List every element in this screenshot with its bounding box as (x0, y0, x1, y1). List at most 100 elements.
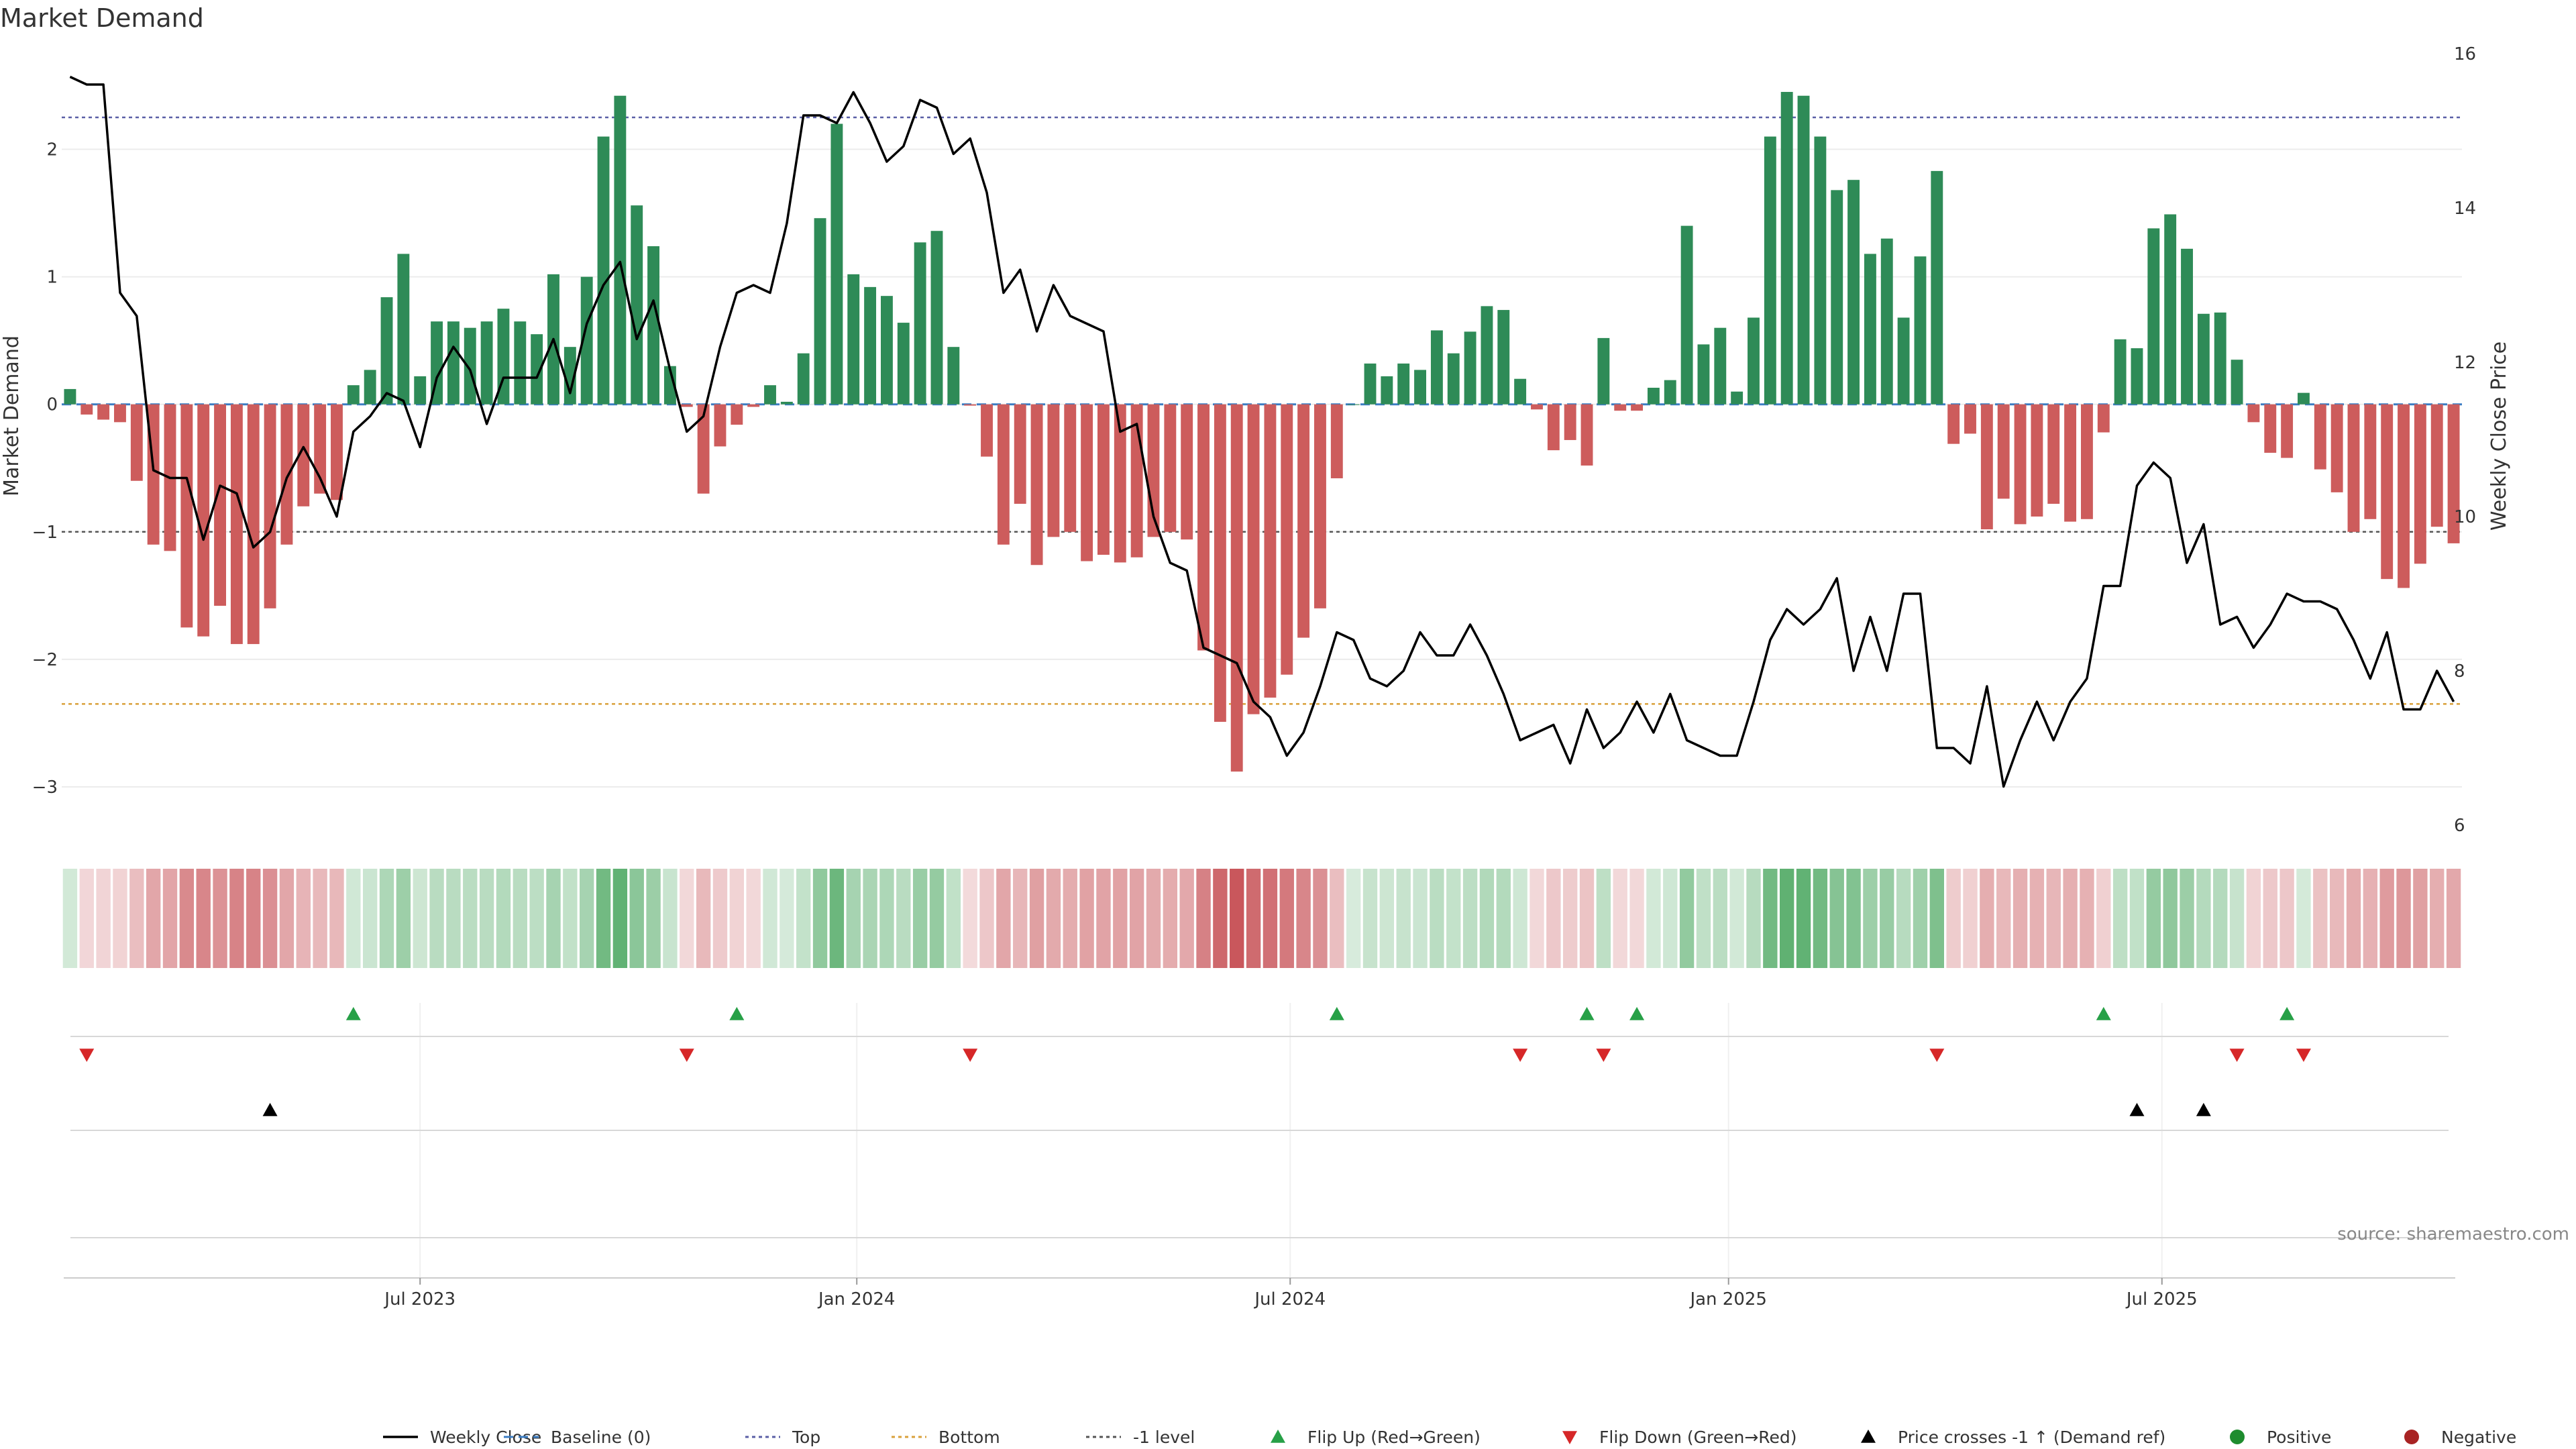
demand-bar (397, 254, 410, 405)
demand-bar (2014, 404, 2027, 525)
heat-cell (113, 869, 127, 968)
legend-swatch (1562, 1431, 1577, 1444)
demand-bar (1580, 404, 1593, 466)
price-cross-marker (2129, 1103, 2145, 1116)
demand-bar (2281, 404, 2294, 458)
legend-label: Top (792, 1428, 820, 1447)
demand-bar (531, 334, 543, 405)
heat-cell (1129, 869, 1144, 968)
demand-bar (114, 404, 126, 423)
demand-bar (347, 385, 360, 405)
heat-cell (663, 869, 678, 968)
heat-cell (729, 869, 744, 968)
demand-bar (1814, 136, 1827, 405)
demand-bar (464, 327, 476, 405)
demand-bar (2214, 312, 2226, 405)
demand-bar (1481, 306, 1493, 405)
heat-cell (2112, 869, 2128, 968)
heat-cell (946, 869, 961, 968)
grid-lines (62, 148, 2462, 1278)
heat-cell (979, 869, 994, 968)
y-tick-label: −2 (32, 650, 58, 670)
heat-cell (2096, 869, 2111, 968)
heat-cell (1863, 869, 1878, 968)
y2-tick-label: 10 (2454, 507, 2476, 527)
demand-bar (2347, 404, 2360, 532)
heat-cell (812, 869, 828, 968)
demand-bar (1097, 404, 1110, 555)
demand-bar (914, 242, 926, 405)
demand-bar (414, 376, 427, 405)
heat-cell (1980, 869, 1994, 968)
demand-bar (1731, 391, 1743, 405)
demand-bar (480, 321, 493, 405)
y2-axis-ticks: 16 14 12 10 8 6 (2454, 44, 2476, 836)
heat-cell (2446, 869, 2461, 968)
heat-cell (2029, 869, 2045, 968)
demand-bar (1430, 330, 1443, 405)
y2-axis-title: Weekly Close Price (2487, 341, 2511, 531)
demand-bar (1764, 136, 1776, 405)
heat-cell (712, 869, 728, 968)
heat-cell (796, 869, 811, 968)
flip-up-marker (729, 1007, 745, 1020)
heat-cell (1462, 869, 1478, 968)
heat-cell (1562, 869, 1578, 968)
flip-down-marker (679, 1049, 694, 1062)
heat-cell (1446, 869, 1461, 968)
heat-cell (1729, 869, 1744, 968)
demand-bar (830, 123, 843, 405)
demand-bar (2330, 404, 2343, 492)
heat-cell (1529, 869, 1544, 968)
demand-bar (1831, 190, 1843, 405)
heat-cell (1629, 869, 1644, 968)
heat-cell (79, 869, 94, 968)
heat-cell (1963, 869, 1978, 968)
heat-cell (1880, 869, 1894, 968)
legend-label: Baseline (0) (551, 1428, 651, 1447)
heat-cell (463, 869, 478, 968)
y2-tick-label: 12 (2454, 353, 2476, 373)
demand-bar (180, 404, 193, 628)
legend-label: -1 level (1133, 1428, 1195, 1447)
legend-label: Flip Up (Red→Green) (1307, 1428, 1481, 1447)
demand-bar (1064, 404, 1077, 532)
heat-cell (1029, 869, 1044, 968)
flip-down-marker (2296, 1049, 2311, 1062)
heat-cell (2196, 869, 2211, 968)
demand-bar (1631, 404, 1644, 411)
heat-cell (1613, 869, 1627, 968)
heat-cell (896, 869, 911, 968)
heat-cell (2279, 869, 2294, 968)
demand-bar (2247, 404, 2260, 423)
heat-cell (1046, 869, 1061, 968)
heat-cell (262, 869, 278, 968)
heat-cell (2146, 869, 2161, 968)
heat-cell (1362, 869, 1378, 968)
demand-bar (1931, 170, 1943, 405)
heat-cell (246, 869, 261, 968)
flip-up-marker (1579, 1007, 1595, 1020)
heat-cell (2063, 869, 2078, 968)
demand-bar (631, 205, 643, 405)
demand-heat-strip (62, 869, 2461, 968)
heat-cell (1646, 869, 1661, 968)
x-axis-ticks: Jul 2023 Jan 2024 Jul 2024 Jan 2025 Jul 2025 (383, 1278, 2198, 1309)
demand-bar (1980, 404, 1993, 530)
heat-cell (446, 869, 461, 968)
heat-cell (1230, 869, 1244, 968)
legend-label: Flip Down (Green→Red) (1599, 1428, 1797, 1447)
heat-cell (1713, 869, 1727, 968)
heat-cell (612, 869, 628, 968)
heat-cell (1913, 869, 1928, 968)
demand-bar (1047, 404, 1060, 537)
heat-cell (996, 869, 1011, 968)
demand-bar (680, 404, 693, 407)
demand-bar (2381, 404, 2394, 580)
demand-bar (780, 401, 793, 405)
demand-bar (1197, 404, 1210, 651)
demand-bar (731, 404, 743, 425)
heat-cell (1663, 869, 1678, 968)
heat-cell (1146, 869, 1161, 968)
demand-bar (1464, 331, 1477, 405)
